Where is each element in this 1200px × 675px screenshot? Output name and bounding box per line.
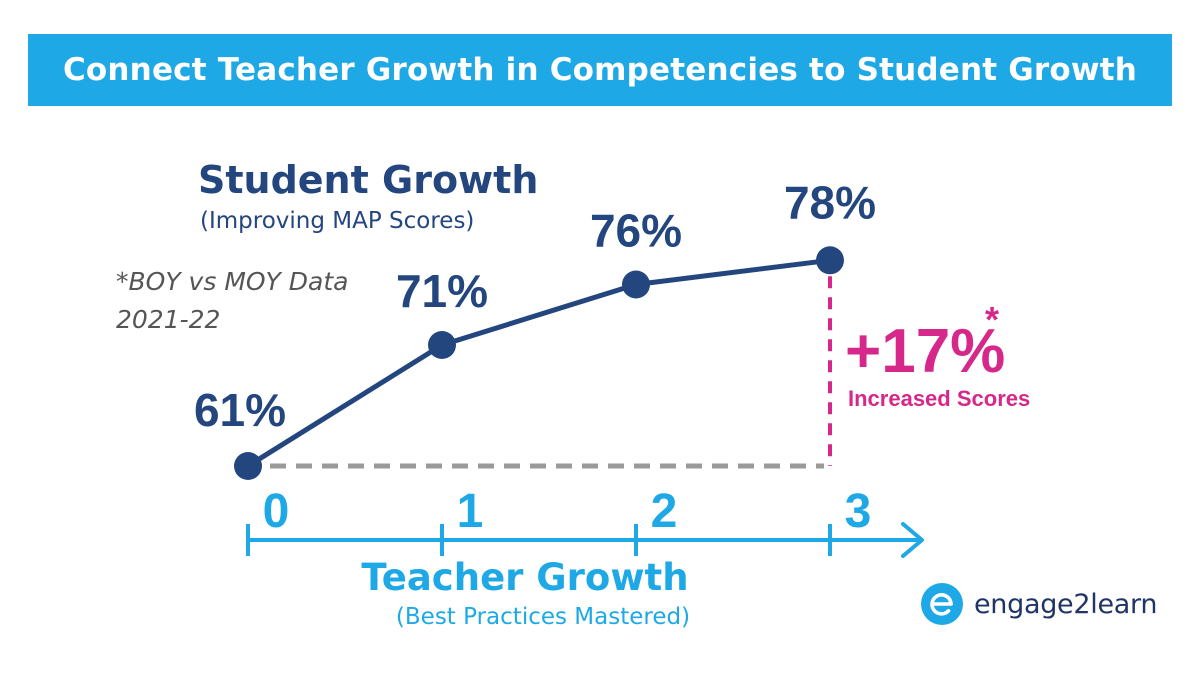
x-tick-label: 1 bbox=[457, 485, 484, 538]
data-point bbox=[428, 331, 456, 359]
data-note-line-2: 2021-22 bbox=[116, 305, 220, 334]
x-axis-subtitle: (Best Practices Mastered) bbox=[396, 604, 690, 630]
data-label: 71% bbox=[396, 265, 488, 317]
title-banner: Connect Teacher Growth in Competencies t… bbox=[28, 34, 1172, 106]
e-circle-logo-icon bbox=[921, 583, 963, 625]
increase-value: +17% bbox=[845, 317, 1005, 386]
x-tick-label: 2 bbox=[651, 485, 678, 538]
y-axis-subtitle: (Improving MAP Scores) bbox=[200, 208, 474, 234]
increase-label: Increased Scores bbox=[848, 386, 1030, 411]
series-line bbox=[246, 257, 831, 469]
data-point bbox=[622, 270, 650, 299]
data-label: 61% bbox=[194, 384, 286, 436]
x-axis-title: Teacher Growth bbox=[361, 556, 688, 599]
data-note-line-1: *BOY vs MOY Data bbox=[116, 267, 348, 296]
data-label: 78% bbox=[784, 176, 876, 228]
data-point bbox=[816, 246, 844, 275]
logo-text: engage2learn bbox=[974, 588, 1158, 620]
data-point bbox=[234, 452, 262, 480]
series-layer: 61% 71% 76% 78% bbox=[194, 176, 876, 480]
page-title: Connect Teacher Growth in Competencies t… bbox=[62, 52, 1138, 88]
increase-asterisk: * bbox=[985, 299, 999, 340]
x-tick-label: 3 bbox=[845, 485, 872, 538]
x-tick-label: 0 bbox=[263, 485, 290, 538]
data-label: 76% bbox=[590, 205, 682, 257]
x-axis: 0 1 2 3 bbox=[246, 485, 924, 558]
y-axis-title: Student Growth bbox=[198, 158, 538, 202]
company-logo: engage2learn bbox=[920, 581, 1157, 627]
x-axis-arrow bbox=[901, 522, 924, 558]
